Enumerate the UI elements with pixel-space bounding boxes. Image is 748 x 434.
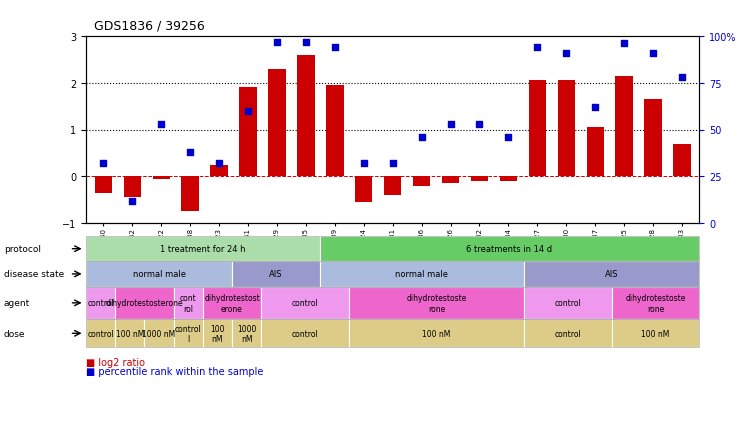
Text: normal male: normal male [396, 270, 448, 279]
Text: 100
nM: 100 nM [210, 324, 224, 343]
Text: AIS: AIS [605, 270, 619, 279]
Text: dihydrotestoste
rone: dihydrotestoste rone [406, 293, 467, 313]
Text: dihydrotestosterone: dihydrotestosterone [105, 299, 183, 308]
Text: protocol: protocol [4, 245, 40, 253]
Point [560, 50, 572, 57]
Point [676, 75, 688, 82]
Text: 1 treatment for 24 h: 1 treatment for 24 h [160, 245, 245, 253]
Text: control: control [554, 329, 581, 338]
Text: normal male: normal male [132, 270, 186, 279]
Bar [673, 144, 690, 177]
Point [126, 197, 138, 204]
Text: disease state: disease state [4, 270, 64, 279]
Point [156, 121, 168, 128]
Point [503, 134, 515, 141]
Point [97, 160, 109, 167]
Text: AIS: AIS [269, 270, 283, 279]
Text: 6 treatments in 14 d: 6 treatments in 14 d [467, 245, 553, 253]
Text: GDS1836 / 39256: GDS1836 / 39256 [94, 20, 204, 33]
Point [531, 45, 543, 52]
Point [618, 41, 630, 48]
Text: agent: agent [4, 299, 30, 308]
Bar [269, 69, 286, 177]
Point [387, 160, 399, 167]
Bar [153, 177, 170, 179]
Text: control: control [88, 299, 114, 308]
Bar [586, 128, 604, 177]
Bar [529, 81, 546, 177]
Text: control: control [88, 329, 114, 338]
Text: dihydrotestost
erone: dihydrotestost erone [204, 293, 260, 313]
Bar [413, 177, 430, 186]
Point [213, 160, 225, 167]
Point [300, 39, 312, 46]
Bar [326, 86, 343, 177]
Point [416, 134, 428, 141]
Point [271, 39, 283, 46]
Bar [123, 177, 141, 198]
Text: 100 nM: 100 nM [423, 329, 451, 338]
Bar [297, 56, 315, 177]
Text: dose: dose [4, 329, 25, 338]
Bar [616, 76, 633, 177]
Text: 1000
nM: 1000 nM [237, 324, 257, 343]
Point [358, 160, 370, 167]
Bar [239, 88, 257, 177]
Bar [355, 177, 373, 203]
Point [589, 104, 601, 111]
Point [647, 50, 659, 57]
Text: dihydrotestoste
rone: dihydrotestoste rone [625, 293, 686, 313]
Text: control
l: control l [175, 324, 202, 343]
Bar [182, 177, 199, 212]
Text: ■ percentile rank within the sample: ■ percentile rank within the sample [86, 367, 263, 376]
Text: control: control [554, 299, 581, 308]
Text: ■ log2 ratio: ■ log2 ratio [86, 357, 145, 367]
Bar [95, 177, 112, 193]
Bar [645, 100, 662, 177]
Text: cont
rol: cont rol [180, 293, 197, 313]
Text: 100 nM: 100 nM [641, 329, 669, 338]
Point [242, 108, 254, 115]
Point [473, 121, 485, 128]
Bar [500, 177, 517, 181]
Bar [210, 165, 228, 177]
Bar [557, 81, 575, 177]
Bar [470, 177, 488, 181]
Bar [384, 177, 402, 195]
Bar [442, 177, 459, 184]
Text: control: control [292, 329, 319, 338]
Text: 100 nM: 100 nM [116, 329, 144, 338]
Point [444, 121, 456, 128]
Point [329, 45, 341, 52]
Text: 1000 nM: 1000 nM [142, 329, 176, 338]
Point [184, 149, 196, 156]
Text: control: control [292, 299, 319, 308]
